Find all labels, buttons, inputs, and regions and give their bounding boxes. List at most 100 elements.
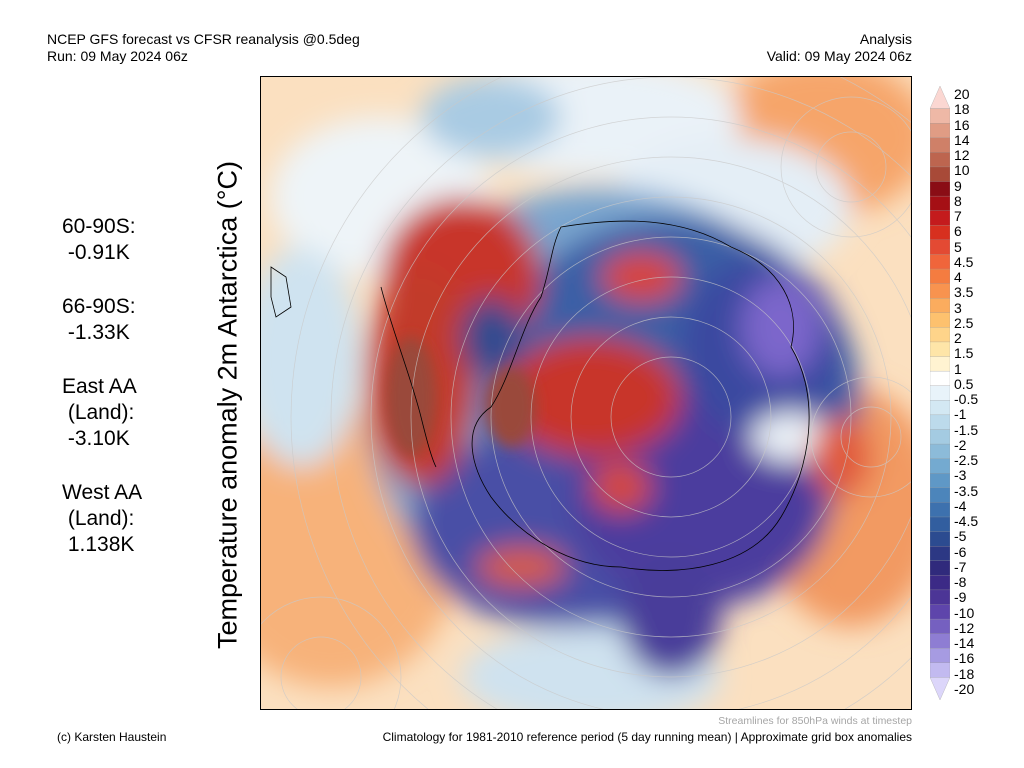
colorbar-tick-label: -8 (954, 574, 967, 591)
vertical-label-text: Temperature anomaly 2m Antarctica (°C) (212, 161, 243, 649)
colorbar-swatch (930, 531, 950, 547)
antarctica-coastline (270, 220, 810, 571)
colorbar-swatch (930, 268, 950, 285)
colorbar-swatch (930, 225, 950, 241)
stat-line: 60-90S: (62, 215, 136, 238)
stat-line: (Land): (62, 401, 135, 424)
colorbar-swatch (930, 662, 950, 678)
colorbar-swatch (930, 195, 950, 212)
credit: (c) Karsten Haustein (57, 730, 167, 744)
colorbar-tick-label: -4.5 (954, 513, 979, 530)
colorbar (930, 86, 950, 700)
stat-line: 66-90S: (62, 295, 136, 318)
stat-block: East AA (Land): -3.10K (62, 374, 142, 452)
stat-line: -1.33K (62, 321, 130, 344)
colorbar-swatch (930, 137, 950, 153)
colorbar-tick-label: 20 (954, 86, 970, 102)
colorbar-tick-label: 12 (954, 147, 970, 164)
colorbar-swatch (930, 152, 950, 168)
colorbar-swatch (930, 312, 950, 328)
colorbar-swatch (930, 604, 950, 620)
stat-line: West AA (62, 481, 143, 504)
colorbar-swatch (930, 473, 950, 489)
stat-line: (Land): (62, 507, 135, 530)
colorbar-bottom-arrow (930, 677, 950, 700)
colorbar-tick-label: -18 (954, 665, 975, 682)
stat-block: 60-90S: -0.91K (62, 214, 142, 266)
colorbar-top-arrow (930, 86, 950, 109)
colorbar-swatch (930, 370, 950, 387)
colorbar-tick-label: -5 (954, 528, 967, 545)
colorbar-swatch (930, 283, 950, 299)
colorbar-swatch (930, 108, 950, 124)
colorbar-tick-label: -20 (954, 681, 975, 697)
colorbar-tick-label: -4 (954, 497, 967, 514)
colorbar-swatch (930, 648, 950, 664)
colorbar-tick-label: 2 (954, 330, 962, 347)
colorbar-tick-label: 8 (954, 192, 962, 209)
colorbar-tick-label: 7 (954, 208, 962, 225)
colorbar-tick-label: 5 (954, 238, 962, 255)
colorbar-swatch (930, 443, 950, 460)
colorbar-swatch (930, 502, 950, 518)
stat-line: -0.91K (62, 241, 130, 264)
colorbar-swatch (930, 429, 950, 445)
colorbar-swatch (930, 239, 950, 255)
header-right: Analysis Valid: 09 May 2024 06z (767, 31, 912, 65)
valid-time: Valid: 09 May 2024 06z (766, 48, 912, 64)
colorbar-tick-label: -1 (954, 406, 967, 423)
colorbar-swatch (930, 633, 950, 649)
colorbar-tick-label: 10 (954, 162, 970, 179)
colorbar-swatch (930, 487, 950, 503)
colorbar-swatch (930, 327, 950, 343)
anomaly-field (261, 77, 911, 709)
colorbar-tick-label: -2 (954, 436, 967, 453)
colorbar-tick-label: 18 (954, 101, 970, 118)
colorbar-tick-label: 1 (954, 360, 962, 377)
colorbar-tick-label: 16 (954, 116, 970, 133)
streamlines (261, 77, 911, 709)
colorbar-tick-label: 9 (954, 177, 962, 194)
colorbar-tick-label: -7 (954, 558, 967, 575)
colorbar-tick-label: -3 (954, 467, 967, 484)
colorbar-swatch (930, 589, 950, 605)
colorbar-swatch (930, 575, 950, 591)
colorbar-tick-label: -3.5 (954, 482, 979, 499)
colorbar-tick-label: -16 (954, 650, 975, 667)
climatology-note: Climatology for 1981-2010 reference peri… (382, 730, 912, 744)
colorbar-swatch (930, 356, 950, 372)
colorbar-swatch (930, 254, 950, 270)
colorbar-swatch (930, 181, 950, 197)
colorbar-tick-label: 3.5 (954, 284, 974, 301)
header-left: NCEP GFS forecast vs CFSR reanalysis @0.… (47, 31, 360, 65)
temperature-anomaly-map (261, 77, 911, 709)
colorbar-tick-label: -10 (954, 604, 975, 621)
colorbar-swatch (930, 400, 950, 416)
stat-line: -3.10K (62, 427, 130, 450)
colorbar-swatch (930, 458, 950, 474)
colorbar-tick-label: -6 (954, 543, 967, 560)
colorbar-swatch (930, 516, 950, 533)
stat-block: 66-90S: -1.33K (62, 294, 142, 346)
streamlines-note: Streamlines for 850hPa winds at timestep (718, 715, 912, 727)
colorbar-labels: 20 18 16 14 12 10 9 8 7 6 5 4.5 4 3.5 3 2.5 2 1.5 1 0.5 -0.5… (954, 87, 1014, 696)
colorbar-tick-label: -2.5 (954, 452, 979, 469)
colorbar-swatch (930, 166, 950, 182)
stat-line: 1.138K (62, 533, 135, 556)
colorbar-swatch (930, 560, 950, 576)
colorbar-tick-label: 6 (954, 223, 962, 240)
colorbar-swatch (930, 385, 950, 401)
run-time: Run: 09 May 2024 06z (47, 48, 188, 64)
map-title: NCEP GFS forecast vs CFSR reanalysis @0.… (47, 31, 360, 47)
colorbar-tick-label: 2.5 (954, 314, 974, 331)
colorbar-swatch (930, 618, 950, 635)
colorbar-tick-label: 4.5 (954, 253, 974, 270)
colorbar-swatch (930, 123, 950, 139)
anomaly-stats: 60-90S: -0.91K 66-90S: -1.33K East AA (Lan… (62, 214, 142, 586)
stat-block: West AA (Land): 1.138K (62, 480, 142, 558)
colorbar-swatch (930, 414, 950, 430)
colorbar-tick-label: -9 (954, 589, 967, 606)
colorbar-tick-label: 0.5 (954, 375, 974, 392)
colorbar-swatch (930, 545, 950, 562)
colorbar-tick-label: -0.5 (954, 391, 979, 408)
